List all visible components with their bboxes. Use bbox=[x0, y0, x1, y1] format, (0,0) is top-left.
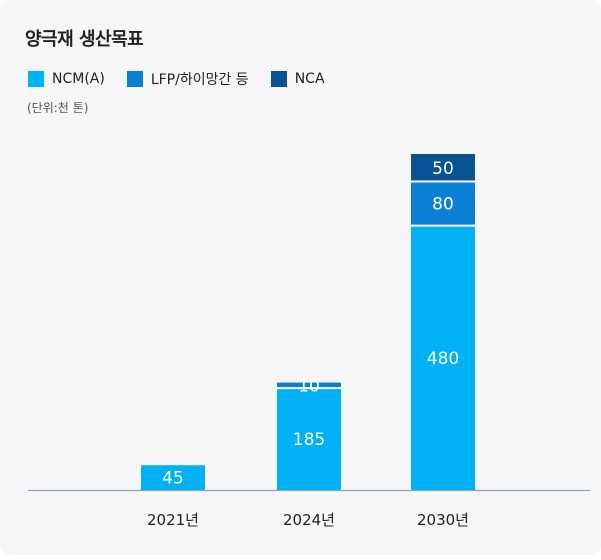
data-label-ncm-2030년: 480 bbox=[427, 349, 459, 369]
x-tick-label: 2030년 bbox=[417, 511, 469, 529]
data-label-lfp-2030년: 80 bbox=[432, 195, 454, 215]
legend-label-ncm: NCM(A) bbox=[52, 71, 105, 87]
legend-swatch-ncm bbox=[28, 71, 44, 87]
legend-swatch-lfp bbox=[126, 71, 143, 87]
bar-ncm-2024년 bbox=[277, 388, 341, 490]
legend-label-nca: NCA bbox=[294, 71, 325, 87]
bar-ncm-2030년 bbox=[411, 225, 475, 490]
legend-label-lfp: LFP/하이망간 등 bbox=[150, 72, 249, 88]
legend-item-nca: NCA bbox=[270, 71, 325, 87]
x-tick-label: 2024년 bbox=[283, 511, 335, 529]
bar-nca-2030년 bbox=[411, 154, 475, 182]
legend: NCM(A) LFP/하이망간 등 NCA bbox=[28, 69, 347, 89]
unit-note: (단위:천 톤) bbox=[27, 101, 89, 115]
bar-lfp-2024년 bbox=[277, 382, 341, 389]
legend-item-ncm: NCM(A) bbox=[28, 71, 105, 87]
data-label-ncm-2021년: 45 bbox=[162, 469, 184, 489]
x-tick-label: 2021년 bbox=[147, 511, 199, 529]
bar-ncm-2021년 bbox=[141, 465, 205, 490]
chart-title: 양극재 생산목표 bbox=[25, 29, 144, 50]
legend-swatch-nca bbox=[270, 71, 287, 87]
data-label-ncm-2024년: 185 bbox=[293, 430, 325, 450]
data-label-nca-2030년: 50 bbox=[432, 159, 454, 179]
bar-lfp-2030년 bbox=[411, 181, 475, 226]
data-label-lfp-2024년: 10 bbox=[298, 376, 320, 396]
legend-item-lfp: LFP/하이망간 등 bbox=[126, 69, 249, 89]
